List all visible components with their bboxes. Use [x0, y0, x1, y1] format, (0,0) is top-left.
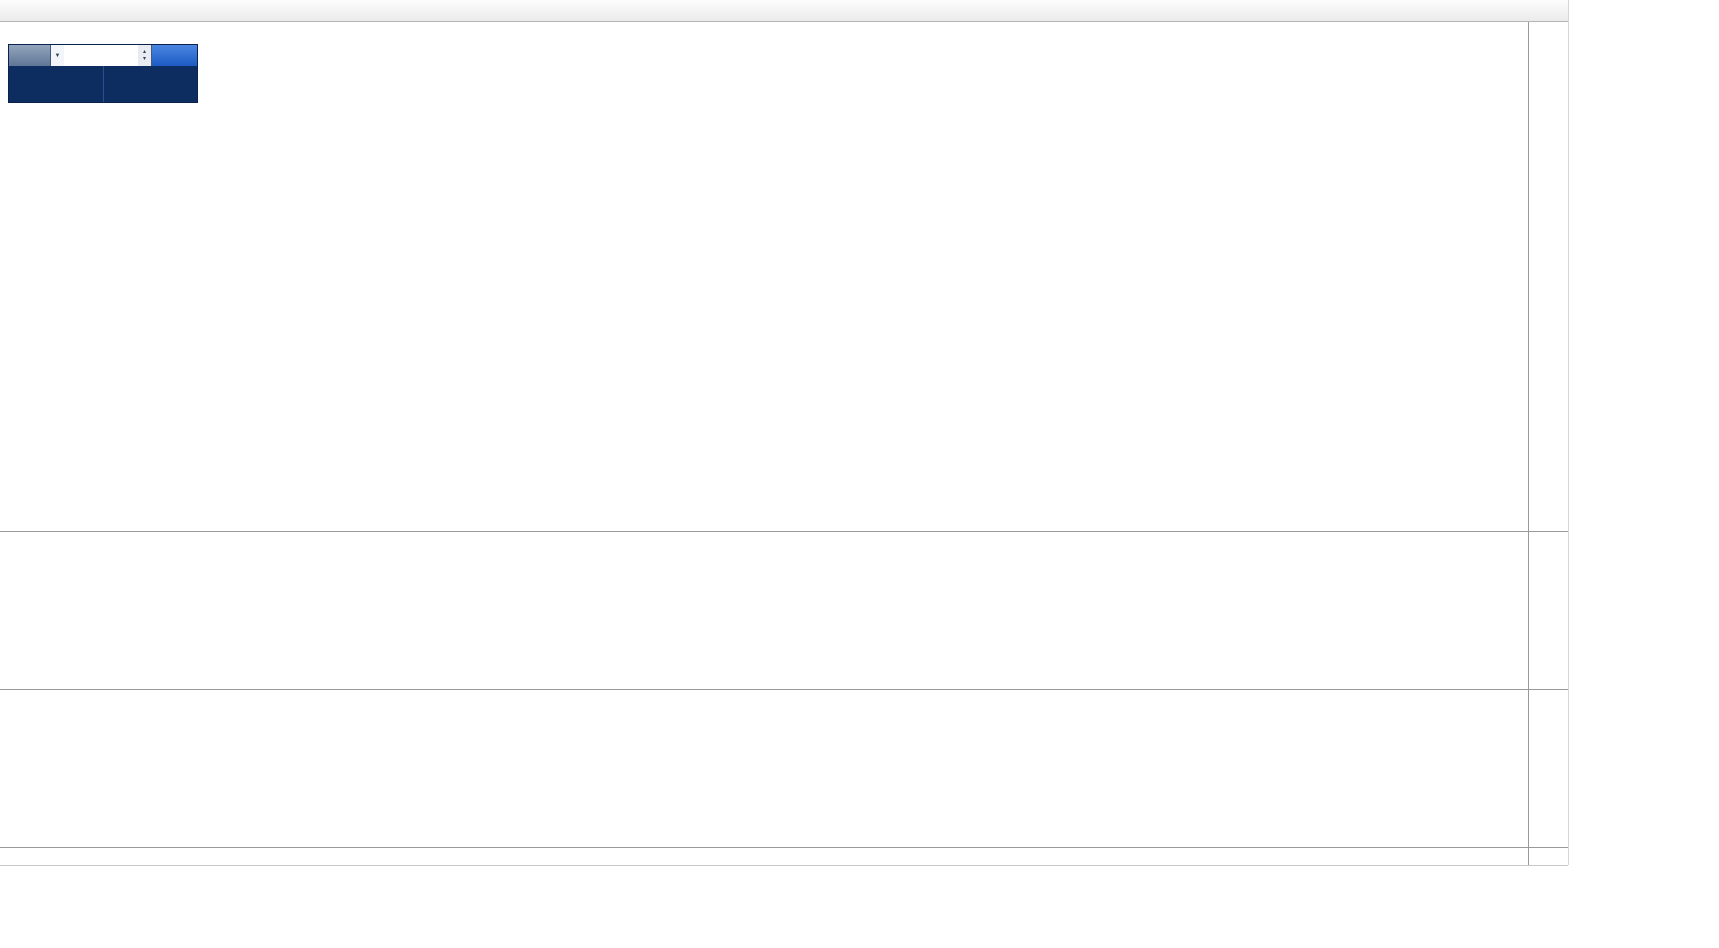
rsi-panel[interactable] [0, 689, 1528, 847]
volume-spinner[interactable]: ▴ ▾ [138, 45, 151, 66]
main-chart[interactable] [0, 22, 1528, 531]
time-axis[interactable] [0, 848, 1528, 865]
buy-button[interactable] [151, 45, 197, 66]
macd-panel[interactable] [0, 531, 1528, 689]
volume-preset-dropdown[interactable]: ▼ [51, 45, 64, 66]
window-edge [1568, 0, 1569, 865]
one-click-trading-panel: ▼ ▴ ▾ [8, 44, 198, 103]
toolbar [0, 0, 1568, 22]
window-edge [0, 865, 1568, 866]
bid-price [9, 66, 103, 102]
panel-separator[interactable] [0, 689, 1568, 690]
sell-button[interactable] [9, 45, 51, 66]
price-axis[interactable] [1529, 22, 1568, 865]
axis-separator [1528, 22, 1529, 865]
panel-separator[interactable] [0, 531, 1568, 532]
volume-input[interactable] [64, 45, 138, 66]
panel-separator [0, 847, 1568, 848]
ask-price [102, 66, 198, 102]
